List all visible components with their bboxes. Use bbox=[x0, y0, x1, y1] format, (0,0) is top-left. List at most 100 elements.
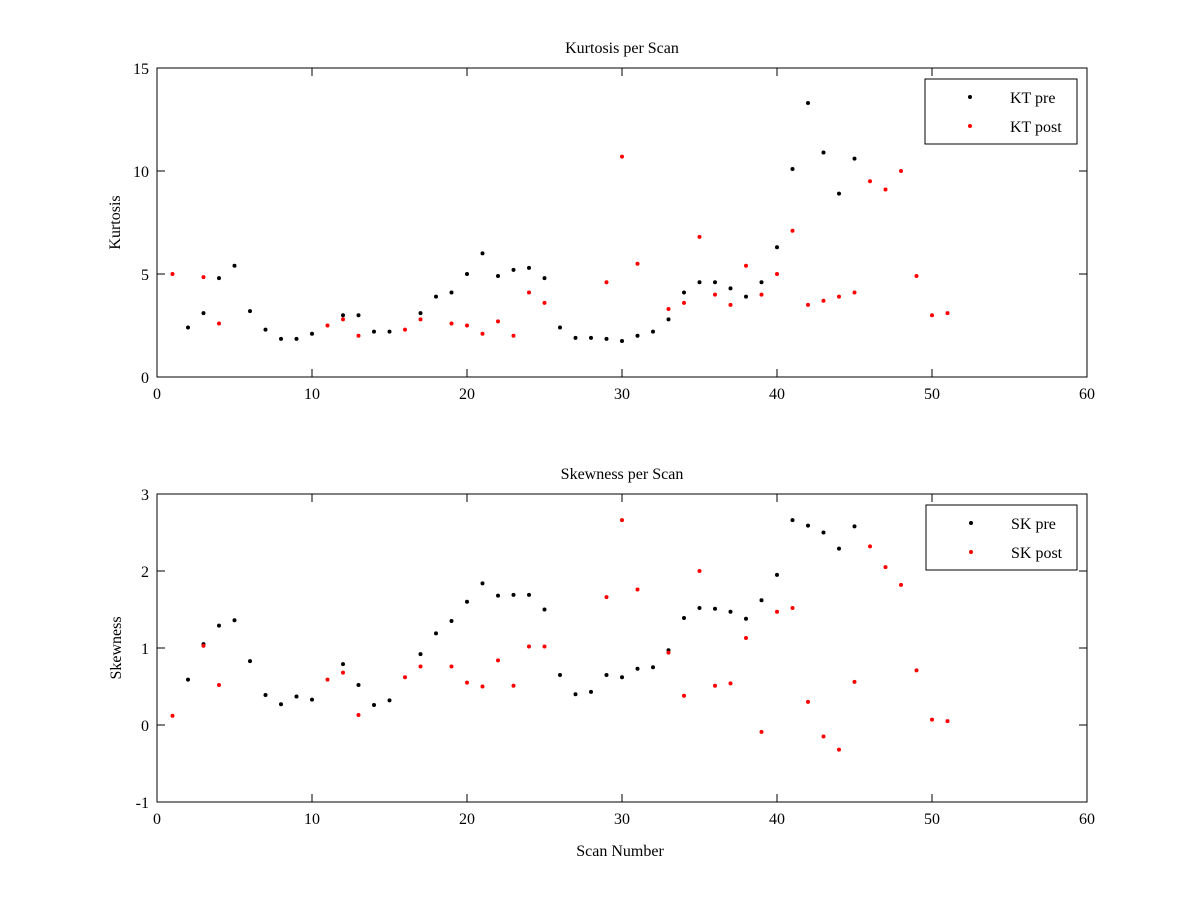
kurtosis-pre-point bbox=[604, 336, 609, 341]
skewness-post-point bbox=[542, 644, 547, 649]
skewness-post-point bbox=[790, 605, 795, 610]
skewness-post-point bbox=[449, 664, 454, 669]
skewness-pre-point bbox=[248, 659, 252, 664]
kurtosis-pre-point bbox=[496, 274, 500, 279]
skewness-pre-point bbox=[279, 702, 283, 707]
kurtosis-panel: Kurtosis per Scan Kurtosis 0 10 20 30 40 50 60… bbox=[107, 40, 1095, 403]
kurtosis-post-point bbox=[217, 321, 221, 326]
skewness-post-point bbox=[356, 712, 361, 717]
kurtosis-x-tick-label: 40 bbox=[769, 386, 785, 403]
skewness-legend-pre-label: SK pre bbox=[1011, 516, 1056, 533]
kurtosis-data-points bbox=[170, 101, 950, 343]
skewness-post-point bbox=[759, 729, 764, 734]
skewness-post-point bbox=[527, 644, 531, 649]
kurtosis-post-point bbox=[527, 290, 531, 295]
skewness-post-point bbox=[945, 719, 950, 724]
skewness-post-point bbox=[496, 658, 500, 663]
kurtosis-post-point bbox=[341, 317, 345, 322]
kurtosis-post-point bbox=[170, 272, 175, 276]
kurtosis-pre-point bbox=[341, 313, 345, 318]
skewness-post-point bbox=[403, 675, 407, 680]
skewness-post-point bbox=[217, 682, 221, 687]
kurtosis-pre-point bbox=[248, 309, 252, 314]
skewness-panel: Skewness per Scan Skewness Scan Number 0… bbox=[108, 466, 1095, 860]
skewness-post-point bbox=[418, 664, 423, 669]
kurtosis-post-point bbox=[635, 261, 640, 266]
kurtosis-post-point bbox=[604, 280, 609, 285]
skewness-pre-point bbox=[465, 599, 469, 604]
skewness-pre-point bbox=[372, 702, 376, 707]
kurtosis-post-point bbox=[899, 169, 903, 173]
kurtosis-pre-point bbox=[728, 286, 733, 291]
skewness-post-point bbox=[201, 643, 206, 648]
kurtosis-pre-point bbox=[790, 166, 795, 171]
kurtosis-pre-point bbox=[310, 331, 314, 336]
kurtosis-pre-point bbox=[201, 311, 206, 316]
skewness-pre-point bbox=[852, 524, 857, 529]
kurtosis-post-point bbox=[542, 300, 547, 305]
kurtosis-pre-point bbox=[387, 329, 392, 334]
skewness-pre-point bbox=[558, 672, 562, 677]
kurtosis-legend-post-label: KT post bbox=[1010, 119, 1062, 136]
skewness-post-point bbox=[868, 544, 872, 549]
kurtosis-post-point bbox=[837, 294, 841, 299]
kurtosis-post-point bbox=[418, 317, 423, 322]
skewness-post-point bbox=[899, 582, 903, 587]
kurtosis-post-point bbox=[666, 307, 671, 312]
skewness-pre-point bbox=[759, 598, 764, 603]
skewness-post-point bbox=[914, 668, 919, 673]
kurtosis-post-point bbox=[403, 327, 407, 332]
skewness-pre-point bbox=[604, 672, 609, 677]
kurtosis-post-point bbox=[868, 179, 872, 184]
skewness-y-ticks: -1 0 1 2 3 bbox=[136, 487, 1087, 812]
skewness-pre-point bbox=[713, 606, 717, 611]
skewness-post-point bbox=[883, 565, 888, 570]
skewness-pre-point bbox=[573, 692, 578, 697]
skewness-x-tick-label: 50 bbox=[924, 811, 940, 828]
kurtosis-pre-point bbox=[697, 280, 702, 285]
kurtosis-pre-point bbox=[527, 265, 531, 270]
skewness-post-point bbox=[930, 717, 934, 722]
kurtosis-x-tick-label: 0 bbox=[153, 386, 161, 403]
kurtosis-chart-title: Kurtosis per Scan bbox=[565, 40, 679, 57]
kurtosis-y-axis-label: Kurtosis bbox=[107, 195, 124, 249]
kurtosis-pre-point bbox=[651, 329, 655, 334]
kurtosis-post-point bbox=[511, 333, 516, 338]
skewness-pre-point bbox=[635, 666, 640, 671]
kurtosis-post-point bbox=[201, 275, 206, 280]
skewness-post-point bbox=[713, 683, 717, 688]
skewness-pre-point bbox=[217, 623, 221, 628]
kurtosis-pre-point bbox=[821, 150, 826, 155]
skewness-post-point bbox=[666, 650, 671, 655]
skewness-pre-point bbox=[728, 609, 733, 614]
skewness-y-tick-label: 3 bbox=[141, 487, 149, 504]
skewness-post-point bbox=[728, 681, 733, 686]
kurtosis-pre-point bbox=[713, 280, 717, 285]
kurtosis-post-point bbox=[759, 292, 764, 297]
skewness-post-point bbox=[635, 587, 640, 592]
kurtosis-post-point bbox=[930, 313, 934, 318]
kurtosis-post-point bbox=[806, 302, 810, 307]
skewness-post-point bbox=[480, 684, 485, 689]
skewness-post-point bbox=[170, 713, 175, 718]
kurtosis-x-tick-label: 20 bbox=[459, 386, 475, 403]
skewness-pre-point bbox=[186, 677, 190, 682]
kurtosis-post-point bbox=[449, 321, 454, 326]
skewness-pre-point bbox=[511, 592, 516, 597]
kurtosis-x-tick-label: 50 bbox=[924, 386, 940, 403]
kurtosis-pre-point bbox=[589, 335, 593, 340]
kurtosis-pre-point bbox=[356, 313, 361, 318]
skewness-post-point bbox=[806, 699, 810, 704]
kurtosis-y-tick-label: 15 bbox=[133, 61, 149, 78]
kurtosis-post-point bbox=[356, 333, 361, 338]
skewness-post-point bbox=[697, 569, 702, 573]
skewness-y-tick-label: 1 bbox=[141, 641, 149, 658]
skewness-legend: SK pre SK post bbox=[925, 504, 1078, 571]
kurtosis-legend-post-marker bbox=[968, 124, 972, 128]
kurtosis-post-point bbox=[325, 323, 330, 328]
skewness-post-point bbox=[511, 683, 516, 688]
kurtosis-post-point bbox=[728, 302, 733, 307]
kurtosis-pre-point bbox=[511, 267, 516, 272]
kurtosis-pre-point bbox=[666, 317, 671, 322]
